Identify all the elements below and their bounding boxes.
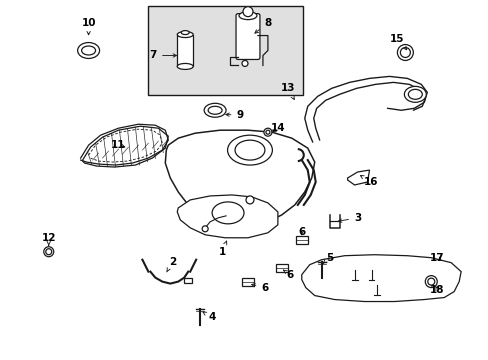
Ellipse shape xyxy=(208,106,222,114)
Text: 15: 15 xyxy=(389,33,406,50)
Bar xyxy=(295,236,307,244)
Ellipse shape xyxy=(239,12,256,20)
Ellipse shape xyxy=(407,89,422,99)
Ellipse shape xyxy=(181,31,189,35)
Text: 2: 2 xyxy=(166,257,176,272)
Text: 18: 18 xyxy=(429,284,444,294)
Polygon shape xyxy=(347,170,369,185)
Circle shape xyxy=(245,196,253,204)
Ellipse shape xyxy=(177,32,193,37)
FancyBboxPatch shape xyxy=(236,14,260,59)
Bar xyxy=(275,264,287,272)
Text: 17: 17 xyxy=(429,253,444,263)
Ellipse shape xyxy=(400,48,409,58)
Polygon shape xyxy=(301,255,460,302)
Bar xyxy=(177,35,193,67)
Circle shape xyxy=(46,249,52,255)
Text: 6: 6 xyxy=(251,283,268,293)
Circle shape xyxy=(202,226,208,232)
Text: 4: 4 xyxy=(203,312,215,323)
Text: 6: 6 xyxy=(283,270,293,280)
Ellipse shape xyxy=(81,46,95,55)
Text: 14: 14 xyxy=(270,123,285,133)
Ellipse shape xyxy=(235,140,264,160)
Bar xyxy=(184,278,192,283)
Ellipse shape xyxy=(404,86,426,102)
Ellipse shape xyxy=(78,42,100,58)
Circle shape xyxy=(243,7,252,17)
Bar xyxy=(148,6,302,95)
Ellipse shape xyxy=(397,45,412,60)
Text: 6: 6 xyxy=(298,227,305,237)
Bar xyxy=(242,278,253,285)
Circle shape xyxy=(44,247,54,257)
Ellipse shape xyxy=(427,278,434,285)
Polygon shape xyxy=(165,130,314,225)
Text: 7: 7 xyxy=(149,50,176,60)
Text: 16: 16 xyxy=(360,176,378,187)
Text: 9: 9 xyxy=(225,110,243,120)
Circle shape xyxy=(242,60,247,67)
Text: 1: 1 xyxy=(218,241,226,257)
Text: 5: 5 xyxy=(323,253,333,263)
Text: 13: 13 xyxy=(280,84,294,99)
Text: 11: 11 xyxy=(111,140,125,150)
Text: 8: 8 xyxy=(254,18,271,33)
Ellipse shape xyxy=(265,130,269,134)
Ellipse shape xyxy=(177,63,193,69)
Polygon shape xyxy=(177,195,277,238)
Ellipse shape xyxy=(425,276,436,288)
Ellipse shape xyxy=(203,103,225,117)
Text: 3: 3 xyxy=(338,213,361,223)
Text: 12: 12 xyxy=(41,233,56,246)
Text: 10: 10 xyxy=(81,18,96,35)
Ellipse shape xyxy=(212,202,244,224)
Ellipse shape xyxy=(264,128,271,136)
Ellipse shape xyxy=(227,135,272,165)
